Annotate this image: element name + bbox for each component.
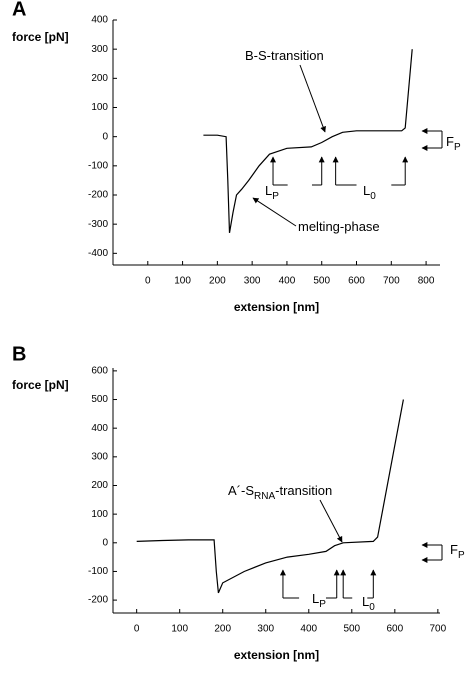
y-tick-label: -200 xyxy=(88,190,108,201)
x-tick-label: 500 xyxy=(313,276,330,287)
y-tick-label: 100 xyxy=(91,509,108,520)
annotation-sub: 0 xyxy=(370,191,376,202)
y-tick-label: -100 xyxy=(88,160,108,171)
y-tick-label: 600 xyxy=(91,366,108,377)
annotation: melting-phase xyxy=(298,219,380,234)
annotation: LP xyxy=(265,183,279,201)
annotation: B-S-transition xyxy=(245,48,324,63)
force-curve xyxy=(136,399,404,594)
x-tick-label: 500 xyxy=(343,624,360,635)
annotation-text: B-S-transition xyxy=(245,48,324,63)
y-tick-label: 0 xyxy=(102,131,108,142)
annotation: L0 xyxy=(362,594,375,612)
x-tick-label: 800 xyxy=(418,276,435,287)
x-tick-label: 200 xyxy=(214,624,231,635)
x-tick-label: 100 xyxy=(171,624,188,635)
annotation-sub: RNA xyxy=(254,491,275,502)
annotation: L0 xyxy=(363,183,376,201)
annotation: FP xyxy=(446,134,461,152)
x-axis-label: extension [nm] xyxy=(234,648,319,662)
annotation-arrow xyxy=(252,197,297,227)
annotation-text: F xyxy=(450,542,458,557)
y-tick-label: 0 xyxy=(102,537,108,548)
force-curve xyxy=(203,49,413,234)
x-tick-label: 400 xyxy=(300,624,317,635)
annotation-sub: P xyxy=(458,550,465,561)
x-tick-label: 600 xyxy=(386,624,403,635)
x-tick-label: 0 xyxy=(145,276,151,287)
annotation: A´-SRNA-transition xyxy=(228,483,332,501)
x-tick-label: 600 xyxy=(348,276,365,287)
y-tick-label: 300 xyxy=(91,451,108,462)
annotation-arrow xyxy=(299,64,326,133)
y-tick-label: -300 xyxy=(88,219,108,230)
annotation-sub: P xyxy=(272,191,279,202)
y-tick-label: 100 xyxy=(91,102,108,113)
x-tick-label: 400 xyxy=(279,276,296,287)
y-tick-label: -100 xyxy=(88,566,108,577)
annotation-text: A´-S xyxy=(228,483,254,498)
annotation-text: L xyxy=(265,183,272,198)
x-tick-label: 300 xyxy=(244,276,261,287)
x-axis-label: extension [nm] xyxy=(234,300,319,314)
annotation: LP xyxy=(312,591,326,609)
annotation: FP xyxy=(450,542,465,560)
x-tick-label: 700 xyxy=(430,624,447,635)
annotation-text: L xyxy=(363,183,370,198)
y-tick-label: 400 xyxy=(91,423,108,434)
y-tick-label: -400 xyxy=(88,248,108,259)
y-tick-label: 200 xyxy=(91,73,108,84)
annotation-text: L xyxy=(312,591,319,606)
y-tick-label: 200 xyxy=(91,480,108,491)
annotation-text: L xyxy=(362,594,369,609)
y-tick-label: 300 xyxy=(91,44,108,55)
annotation-sub: P xyxy=(454,142,461,153)
annotation-text: -transition xyxy=(275,483,332,498)
annotation-arrow xyxy=(319,499,343,543)
annotation-text: F xyxy=(446,134,454,149)
panel-label: A xyxy=(12,0,26,20)
annotation-text: melting-phase xyxy=(298,219,380,234)
x-tick-label: 100 xyxy=(174,276,191,287)
panel-label: B xyxy=(12,343,26,365)
y-tick-label: -200 xyxy=(88,595,108,606)
y-axis-label: force [pN] xyxy=(12,378,69,392)
x-tick-label: 700 xyxy=(383,276,400,287)
y-axis-label: force [pN] xyxy=(12,30,69,44)
x-tick-label: 300 xyxy=(257,624,274,635)
y-tick-label: 400 xyxy=(91,15,108,26)
y-tick-label: 500 xyxy=(91,394,108,405)
x-tick-label: 0 xyxy=(134,624,140,635)
annotation-sub: 0 xyxy=(369,602,375,613)
annotation-sub: P xyxy=(319,599,326,610)
x-tick-label: 200 xyxy=(209,276,226,287)
